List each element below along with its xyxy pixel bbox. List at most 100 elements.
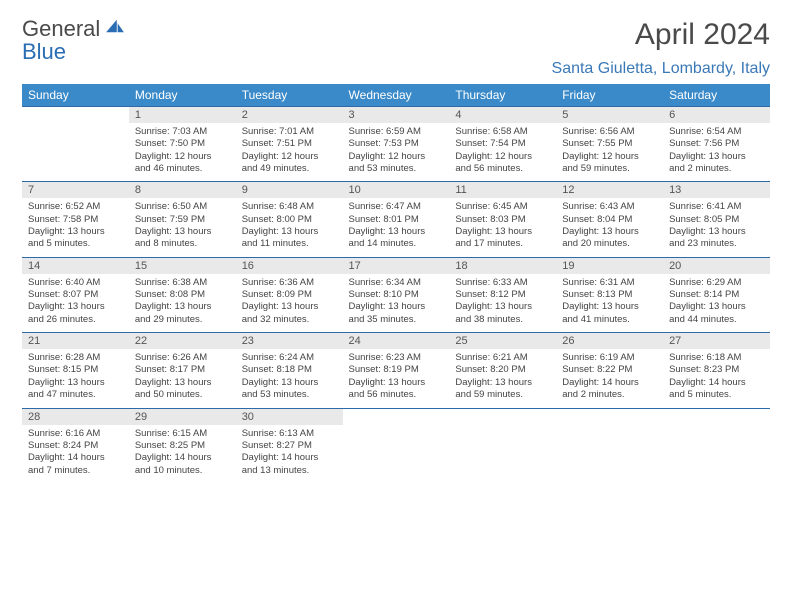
daylight-line: Daylight: 14 hours and 2 minutes.: [562, 377, 657, 402]
day-number: 16: [236, 257, 343, 274]
daylight-line: Daylight: 13 hours and 14 minutes.: [349, 226, 444, 251]
sunset-line: Sunset: 8:20 PM: [455, 364, 550, 376]
day-number: 3: [343, 107, 450, 124]
daylight-line: Daylight: 13 hours and 23 minutes.: [669, 226, 764, 251]
day-cell: Sunrise: 6:52 AMSunset: 7:58 PMDaylight:…: [22, 198, 129, 257]
sunset-line: Sunset: 7:53 PM: [349, 138, 444, 150]
day-cell: Sunrise: 6:13 AMSunset: 8:27 PMDaylight:…: [236, 425, 343, 483]
week-content-row: Sunrise: 6:40 AMSunset: 8:07 PMDaylight:…: [22, 274, 770, 333]
day-number: 7: [22, 182, 129, 199]
sunrise-line: Sunrise: 6:52 AM: [28, 201, 123, 213]
day-number: 24: [343, 333, 450, 350]
day-number: 17: [343, 257, 450, 274]
sunset-line: Sunset: 8:14 PM: [669, 289, 764, 301]
day-header: Saturday: [663, 84, 770, 107]
sunset-line: Sunset: 7:59 PM: [135, 214, 230, 226]
day-cell: Sunrise: 6:26 AMSunset: 8:17 PMDaylight:…: [129, 349, 236, 408]
sunrise-line: Sunrise: 6:47 AM: [349, 201, 444, 213]
day-number: 11: [449, 182, 556, 199]
daylight-line: Daylight: 12 hours and 59 minutes.: [562, 151, 657, 176]
day-cell: Sunrise: 6:31 AMSunset: 8:13 PMDaylight:…: [556, 274, 663, 333]
sunset-line: Sunset: 7:56 PM: [669, 138, 764, 150]
sunrise-line: Sunrise: 6:16 AM: [28, 428, 123, 440]
daylight-line: Daylight: 13 hours and 29 minutes.: [135, 301, 230, 326]
day-number: 18: [449, 257, 556, 274]
daylight-line: Daylight: 13 hours and 11 minutes.: [242, 226, 337, 251]
day-number: [556, 408, 663, 425]
page-title: April 2024: [552, 18, 770, 52]
sunset-line: Sunset: 8:08 PM: [135, 289, 230, 301]
sunset-line: Sunset: 7:55 PM: [562, 138, 657, 150]
sunset-line: Sunset: 8:25 PM: [135, 440, 230, 452]
day-number: 27: [663, 333, 770, 350]
day-cell: [663, 425, 770, 483]
daylight-line: Daylight: 12 hours and 53 minutes.: [349, 151, 444, 176]
sunrise-line: Sunrise: 6:21 AM: [455, 352, 550, 364]
week-daynum-row: 14151617181920: [22, 257, 770, 274]
day-cell: Sunrise: 6:54 AMSunset: 7:56 PMDaylight:…: [663, 123, 770, 182]
sunrise-line: Sunrise: 6:54 AM: [669, 126, 764, 138]
sunrise-line: Sunrise: 6:43 AM: [562, 201, 657, 213]
sunrise-line: Sunrise: 6:40 AM: [28, 277, 123, 289]
day-cell: Sunrise: 6:45 AMSunset: 8:03 PMDaylight:…: [449, 198, 556, 257]
sunrise-line: Sunrise: 6:34 AM: [349, 277, 444, 289]
day-number: 26: [556, 333, 663, 350]
sunrise-line: Sunrise: 6:33 AM: [455, 277, 550, 289]
day-number: [343, 408, 450, 425]
sunrise-line: Sunrise: 6:50 AM: [135, 201, 230, 213]
sunset-line: Sunset: 8:15 PM: [28, 364, 123, 376]
day-number: 20: [663, 257, 770, 274]
sunrise-line: Sunrise: 6:31 AM: [562, 277, 657, 289]
daylight-line: Daylight: 14 hours and 10 minutes.: [135, 452, 230, 477]
day-number: 10: [343, 182, 450, 199]
sunset-line: Sunset: 8:01 PM: [349, 214, 444, 226]
sunset-line: Sunset: 8:18 PM: [242, 364, 337, 376]
calendar-table: SundayMondayTuesdayWednesdayThursdayFrid…: [22, 84, 770, 483]
sunset-line: Sunset: 8:13 PM: [562, 289, 657, 301]
daylight-line: Daylight: 13 hours and 2 minutes.: [669, 151, 764, 176]
day-cell: Sunrise: 6:21 AMSunset: 8:20 PMDaylight:…: [449, 349, 556, 408]
day-number: 23: [236, 333, 343, 350]
sunrise-line: Sunrise: 6:13 AM: [242, 428, 337, 440]
sunrise-line: Sunrise: 6:26 AM: [135, 352, 230, 364]
sunrise-line: Sunrise: 6:24 AM: [242, 352, 337, 364]
sunrise-line: Sunrise: 6:18 AM: [669, 352, 764, 364]
day-cell: Sunrise: 6:24 AMSunset: 8:18 PMDaylight:…: [236, 349, 343, 408]
sunset-line: Sunset: 8:27 PM: [242, 440, 337, 452]
day-number: 13: [663, 182, 770, 199]
day-header: Tuesday: [236, 84, 343, 107]
day-header: Thursday: [449, 84, 556, 107]
daylight-line: Daylight: 14 hours and 5 minutes.: [669, 377, 764, 402]
day-cell: [343, 425, 450, 483]
day-number: 4: [449, 107, 556, 124]
day-cell: Sunrise: 6:50 AMSunset: 7:59 PMDaylight:…: [129, 198, 236, 257]
sunrise-line: Sunrise: 6:19 AM: [562, 352, 657, 364]
daylight-line: Daylight: 13 hours and 47 minutes.: [28, 377, 123, 402]
sunset-line: Sunset: 7:50 PM: [135, 138, 230, 150]
day-number: 30: [236, 408, 343, 425]
day-cell: Sunrise: 6:56 AMSunset: 7:55 PMDaylight:…: [556, 123, 663, 182]
day-cell: Sunrise: 6:33 AMSunset: 8:12 PMDaylight:…: [449, 274, 556, 333]
sunset-line: Sunset: 8:04 PM: [562, 214, 657, 226]
sunrise-line: Sunrise: 6:23 AM: [349, 352, 444, 364]
sunset-line: Sunset: 8:24 PM: [28, 440, 123, 452]
day-number: 2: [236, 107, 343, 124]
week-daynum-row: 123456: [22, 107, 770, 124]
sunrise-line: Sunrise: 6:15 AM: [135, 428, 230, 440]
day-cell: [449, 425, 556, 483]
day-cell: Sunrise: 6:18 AMSunset: 8:23 PMDaylight:…: [663, 349, 770, 408]
sunrise-line: Sunrise: 6:28 AM: [28, 352, 123, 364]
week-content-row: Sunrise: 6:28 AMSunset: 8:15 PMDaylight:…: [22, 349, 770, 408]
sunset-line: Sunset: 8:22 PM: [562, 364, 657, 376]
day-cell: Sunrise: 6:59 AMSunset: 7:53 PMDaylight:…: [343, 123, 450, 182]
daylight-line: Daylight: 13 hours and 44 minutes.: [669, 301, 764, 326]
day-header: Friday: [556, 84, 663, 107]
sunset-line: Sunset: 8:05 PM: [669, 214, 764, 226]
daylight-line: Daylight: 13 hours and 35 minutes.: [349, 301, 444, 326]
sunset-line: Sunset: 8:03 PM: [455, 214, 550, 226]
header: General Blue April 2024 Santa Giuletta, …: [22, 18, 770, 78]
day-cell: [22, 123, 129, 182]
daylight-line: Daylight: 13 hours and 5 minutes.: [28, 226, 123, 251]
day-cell: Sunrise: 6:43 AMSunset: 8:04 PMDaylight:…: [556, 198, 663, 257]
sunrise-line: Sunrise: 6:59 AM: [349, 126, 444, 138]
